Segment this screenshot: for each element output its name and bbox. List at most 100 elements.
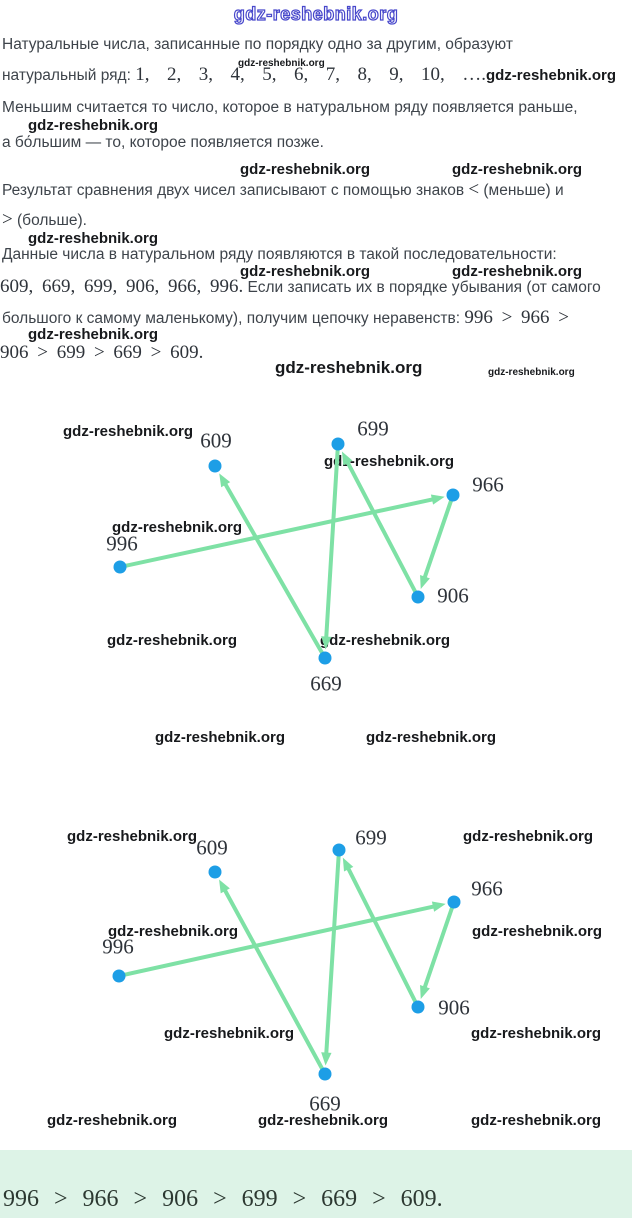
text-line: Натуральные числа, записанные по порядку… — [2, 36, 513, 54]
arrowhead-966-to-906 — [420, 984, 430, 999]
text-segment: Если записать их в порядке убывания (от … — [243, 279, 601, 296]
text-line: большого к самому маленькому), получим ц… — [2, 307, 569, 329]
diagram-1-dot-669 — [318, 651, 332, 665]
diagram-2-label-609: 609 — [196, 835, 228, 860]
text-line: Результат сравнения двух чисел записываю… — [2, 179, 564, 201]
arrowhead-699-to-669 — [321, 1052, 332, 1066]
arrow-669-to-609 — [221, 479, 327, 660]
arrow-699-to-669 — [324, 848, 341, 1059]
arrow-906-to-699 — [344, 863, 420, 1009]
watermark-text: gdz-reshebnik.org — [485, 67, 616, 84]
diagram-2-label-966: 966 — [471, 876, 503, 901]
diagram-2-dot-996 — [112, 969, 126, 983]
arrowhead-966-to-906 — [420, 574, 430, 589]
diagram-1-dot-699 — [331, 437, 345, 451]
text-segment: натуральный ряд: — [2, 67, 136, 84]
text-line: gdz-reshebnik.org — [28, 326, 158, 344]
text-line: 609, 669, 699, 906, 966, 996. Если запис… — [0, 276, 601, 298]
watermark-text: gdz-reshebnik.org — [155, 729, 286, 746]
text-segment: 996 > 966 > — [464, 307, 569, 328]
arrow-906-to-699 — [344, 457, 420, 599]
text-line: Данные числа в натуральном ряду появляют… — [2, 246, 557, 264]
watermark-text: gdz-reshebnik.org — [28, 230, 159, 247]
watermark-text: gdz-reshebnik.org — [28, 326, 159, 343]
diagram-2-label-699: 699 — [355, 825, 387, 850]
text-segment: (меньше) и — [479, 182, 564, 199]
diagram-2-label-669: 669 — [309, 1091, 341, 1116]
watermark-text: gdz-reshebnik.org — [107, 632, 238, 649]
text-line: натуральный ряд: 1, 2, 3, 4, 5, 6, 7, 8,… — [2, 64, 616, 86]
text-line: gdz-reshebnik.org — [28, 117, 158, 135]
diagram-1-label-699: 699 — [357, 416, 389, 441]
diagram-1-label-996: 996 — [106, 531, 138, 556]
text-line: 906 > 699 > 669 > 609. — [0, 342, 203, 364]
arrowhead-669-to-609 — [219, 473, 231, 488]
text-line: gdz-reshebnik.org — [488, 362, 575, 380]
text-segment: 609, 669, 699, 906, 966, 996. — [0, 276, 244, 297]
watermark-text: gdz-reshebnik.org — [452, 263, 583, 280]
watermark-text: gdz-reshebnik.org — [463, 828, 594, 845]
watermark-text: gdz-reshebnik.org — [320, 632, 451, 649]
watermark-text: gdz-reshebnik.org — [47, 1112, 178, 1129]
watermark-text: gdz-reshebnik.org — [366, 729, 497, 746]
diagram-1-label-906: 906 — [437, 583, 469, 608]
text-segment: > — [2, 209, 13, 230]
watermark-text: gdz-reshebnik.org — [452, 161, 583, 178]
text-line: а бо́льшим — то, которое появляется позж… — [2, 134, 324, 152]
answer-band: 996 > 966 > 906 > 699 > 669 > 609. — [0, 1150, 632, 1218]
watermark-text: gdz-reshebnik.org — [324, 453, 455, 470]
watermark-text: gdz-reshebnik.org — [471, 1025, 602, 1042]
watermark-text: gdz-reshebnik.org — [471, 1112, 602, 1129]
site-logo: gdz-reshebnik.org — [233, 3, 399, 24]
diagram-2-label-906: 906 — [438, 995, 470, 1020]
arrow-966-to-906 — [421, 900, 456, 993]
watermark-text: gdz-reshebnik.org — [472, 923, 603, 940]
diagram-1-label-966: 966 — [472, 472, 504, 497]
text-segment: (больше). — [12, 212, 87, 229]
watermark-text: gdz-reshebnik.org — [240, 161, 371, 178]
watermark-text: gdz-reshebnik.org — [63, 423, 194, 440]
watermark-text: gdz-reshebnik.org — [258, 1112, 389, 1129]
watermark-text: gdz-reshebnik.org — [275, 358, 423, 377]
diagram-2-dot-906 — [411, 1000, 425, 1014]
text-line: gdz-reshebnik.org — [240, 161, 370, 179]
arrow-996-to-966 — [117, 903, 439, 978]
text-line: gdz-reshebnik.org — [452, 263, 582, 281]
text-segment: а бо́льшим — то, которое появляется позж… — [2, 134, 324, 151]
text-line: gdz-reshebnik.org — [238, 53, 325, 71]
diagram-2-dot-966 — [447, 895, 461, 909]
text-segment: Результат сравнения двух чисел записываю… — [2, 182, 469, 199]
arrow-699-to-669 — [324, 442, 340, 643]
diagram-2-dot-609 — [208, 865, 222, 879]
text-segment: большого к самому маленькому), получим ц… — [2, 310, 465, 327]
text-segment: < — [468, 179, 480, 200]
answer-equation: 996 > 966 > 906 > 699 > 669 > 609. — [3, 1186, 443, 1212]
diagram-1-dot-966 — [446, 488, 460, 502]
diagram-2-dot-669 — [318, 1067, 332, 1081]
text-segment: Натуральные числа, записанные по порядку… — [2, 36, 513, 53]
diagram-1-label-609: 609 — [200, 428, 232, 453]
diagram-1-label-669: 669 — [310, 671, 342, 696]
arrowhead-906-to-699 — [342, 857, 354, 872]
text-line: > (больше). — [2, 209, 87, 231]
diagram-1-dot-906 — [411, 590, 425, 604]
text-line: Меньшим считается то число, которое в на… — [2, 99, 578, 117]
text-line: gdz-reshebnik.org — [28, 230, 158, 248]
watermark-text: gdz-reshebnik.org — [488, 367, 575, 378]
watermark-text: gdz-reshebnik.org — [164, 1025, 295, 1042]
diagram-1-dot-996 — [113, 560, 127, 574]
arrowhead-669-to-609 — [219, 879, 230, 894]
text-line: gdz-reshebnik.org — [452, 161, 582, 179]
watermark-text: gdz-reshebnik.org — [238, 58, 325, 69]
diagram-1-dot-609 — [208, 459, 222, 473]
text-segment: Данные числа в натуральном ряду появляют… — [2, 246, 557, 263]
text-segment: 906 > 699 > 669 > 609. — [0, 342, 204, 363]
text-segment: 1, 2, 3, 4, 5, 6, 7, 8, 9, 10, …. — [135, 64, 486, 85]
arrowhead-996-to-966 — [431, 901, 446, 912]
watermark-text: gdz-reshebnik.org — [28, 117, 159, 134]
arrow-669-to-609 — [221, 885, 327, 1076]
diagram-2-label-996: 996 — [102, 934, 134, 959]
diagram-2-dot-699 — [332, 843, 346, 857]
arrow-966-to-906 — [421, 493, 455, 583]
